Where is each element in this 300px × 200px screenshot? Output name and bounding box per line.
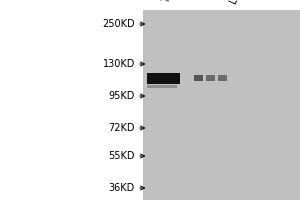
Text: 250KD: 250KD <box>102 19 135 29</box>
Text: 36KD: 36KD <box>109 183 135 193</box>
Bar <box>206 75 214 81</box>
Text: 72KD: 72KD <box>109 123 135 133</box>
Bar <box>147 73 180 84</box>
Text: 95KD: 95KD <box>109 91 135 101</box>
Bar <box>194 75 202 81</box>
Text: Lung: Lung <box>228 0 247 5</box>
Bar <box>142 10 300 200</box>
Text: THP-1: THP-1 <box>160 0 182 5</box>
Text: 55KD: 55KD <box>109 151 135 161</box>
Text: 130KD: 130KD <box>103 59 135 69</box>
Bar <box>147 85 177 88</box>
Bar <box>147 76 177 79</box>
Bar <box>218 75 226 81</box>
